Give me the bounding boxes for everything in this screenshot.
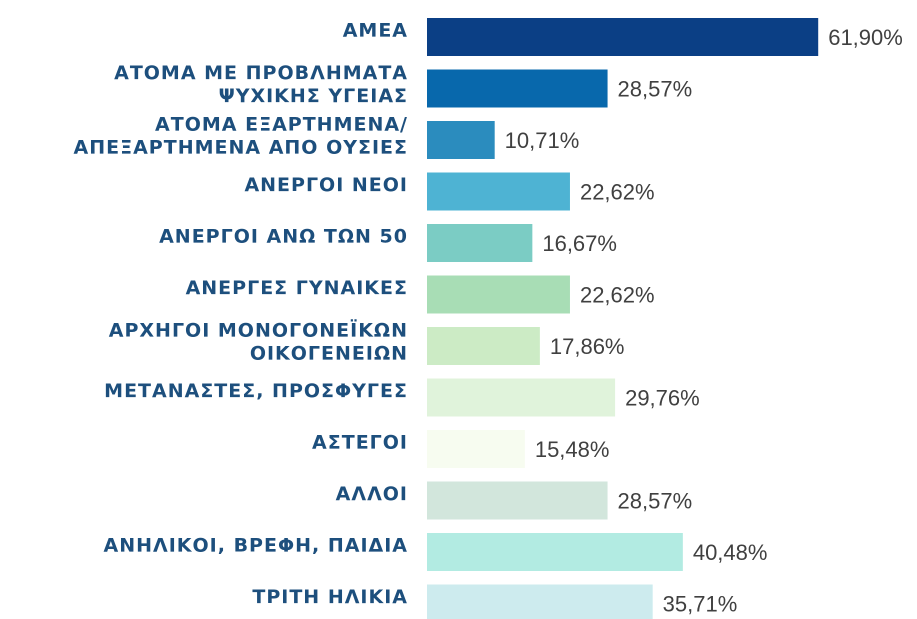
bar bbox=[427, 18, 819, 56]
value-label: 15,48% bbox=[535, 437, 610, 462]
value-label: 29,76% bbox=[625, 385, 700, 410]
bar bbox=[427, 275, 570, 314]
value-label: 10,71% bbox=[505, 128, 580, 153]
bar bbox=[427, 69, 608, 108]
category-label: ΑΝΕΡΓΕΣ ΓΥΝΑΙΚΕΣ bbox=[186, 277, 408, 299]
value-label: 22,62% bbox=[580, 179, 655, 204]
category-label: ΑΛΛΟΙ bbox=[336, 483, 408, 505]
category-label: ΑΝΗΛΙΚΟΙ, ΒΡΕΦΗ, ΠΑΙΔΙΑ bbox=[104, 535, 408, 557]
category-label: ΑΝΕΡΓΟΙ ΝΕΟΙ bbox=[244, 174, 408, 196]
category-line: ΑΤΟΜΑ ΜΕ ΠΡΟΒΛΗΜΑΤΑ bbox=[114, 62, 408, 84]
category-line: ΟΙΚΟΓΕΝΕΙΩΝ bbox=[250, 342, 408, 364]
value-label: 35,71% bbox=[663, 591, 738, 616]
category-label: ΑΡΧΗΓΟΙ ΜΟΝΟΓΟΝΕΪΚΩΝ ΟΙΚΟΓΕΝΕΙΩΝ bbox=[109, 317, 408, 364]
bar bbox=[427, 224, 533, 262]
value-label: 28,57% bbox=[618, 488, 693, 513]
category-label: ΑΤΟΜΑ ΜΕ ΠΡΟΒΛΗΜΑΤΑ ΨΥΧΙΚΗΣ ΥΓΕΙΑΣ bbox=[114, 62, 408, 107]
category-label: ΑΣΤΕΓΟΙ bbox=[312, 432, 408, 454]
bar bbox=[427, 172, 570, 211]
category-label: ΑΝΕΡΓΟΙ ΑΝΩ ΤΩΝ 50 bbox=[159, 226, 408, 248]
value-label: 40,48% bbox=[693, 540, 768, 565]
bar bbox=[427, 430, 525, 468]
value-label: 16,67% bbox=[542, 231, 617, 256]
value-label: 28,57% bbox=[618, 76, 693, 101]
bar bbox=[427, 481, 608, 520]
value-label: 17,86% bbox=[550, 334, 625, 359]
bar bbox=[427, 327, 540, 365]
bar bbox=[427, 533, 683, 571]
category-label: ΜΕΤΑΝΑΣΤΕΣ, ΠΡΟΣΦΥΓΕΣ bbox=[104, 380, 408, 402]
category-label: ΤΡΙΤΗ ΗΛΙΚΙΑ bbox=[252, 586, 408, 608]
value-label: 22,62% bbox=[580, 282, 655, 307]
bar bbox=[427, 584, 653, 619]
category-line: ΨΥΧΙΚΗΣ ΥΓΕΙΑΣ bbox=[219, 85, 408, 107]
value-label: 61,90% bbox=[828, 25, 903, 50]
category-line: ΑΡΧΗΓΟΙ ΜΟΝΟΓΟΝΕΪΚΩΝ bbox=[109, 317, 408, 341]
bar bbox=[427, 378, 616, 417]
category-line: ΑΠΕΞΑΡΤΗΜΕΝΑ ΑΠΟ ΟΥΣΙΕΣ bbox=[74, 136, 408, 158]
category-label: ΑΤΟΜΑ ΕΞΑΡΤΗΜΕΝΑ/ΑΠΕΞΑΡΤΗΜΕΝΑ ΑΠΟ ΟΥΣΙΕΣ bbox=[74, 113, 408, 158]
bar bbox=[427, 121, 495, 159]
category-label: ΑΜΕΑ bbox=[343, 20, 408, 42]
category-line: ΑΤΟΜΑ ΕΞΑΡΤΗΜΕΝΑ/ bbox=[155, 113, 408, 135]
